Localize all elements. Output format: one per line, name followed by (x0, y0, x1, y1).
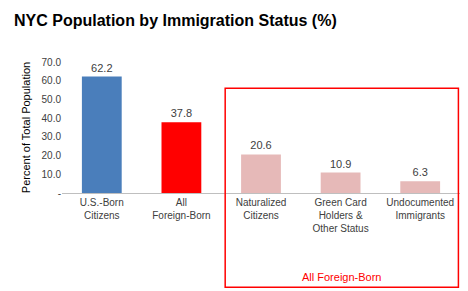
svg-text:6.3: 6.3 (413, 166, 428, 178)
svg-text:40.0: 40.0 (42, 113, 62, 124)
svg-text:-: - (58, 188, 61, 199)
svg-text:AllForeign-Born: AllForeign-Born (152, 197, 210, 221)
svg-text:50.0: 50.0 (42, 94, 62, 105)
svg-text:62.2: 62.2 (91, 62, 112, 74)
svg-text:10.9: 10.9 (330, 158, 351, 170)
svg-text:10.0: 10.0 (42, 169, 62, 180)
svg-text:Green CardHolders &Other Statu: Green CardHolders &Other Status (313, 197, 369, 234)
svg-text:30.0: 30.0 (42, 131, 62, 142)
svg-text:20.6: 20.6 (250, 139, 271, 151)
svg-text:NYC Population by Immigration: NYC Population by Immigration Status (%) (14, 12, 337, 29)
svg-text:UndocumentedImmigrants: UndocumentedImmigrants (386, 197, 454, 221)
svg-text:70.0: 70.0 (42, 57, 62, 68)
svg-text:U.S.-BornCitizens: U.S.-BornCitizens (80, 197, 124, 221)
svg-text:37.8: 37.8 (171, 107, 192, 119)
svg-text:20.0: 20.0 (42, 150, 62, 161)
svg-text:Percent of Total Population: Percent of Total Population (20, 62, 32, 193)
svg-text:NaturalizedCitizens: NaturalizedCitizens (236, 197, 287, 221)
svg-text:60.0: 60.0 (42, 75, 62, 86)
svg-text:All Foreign-Born: All Foreign-Born (302, 271, 381, 283)
